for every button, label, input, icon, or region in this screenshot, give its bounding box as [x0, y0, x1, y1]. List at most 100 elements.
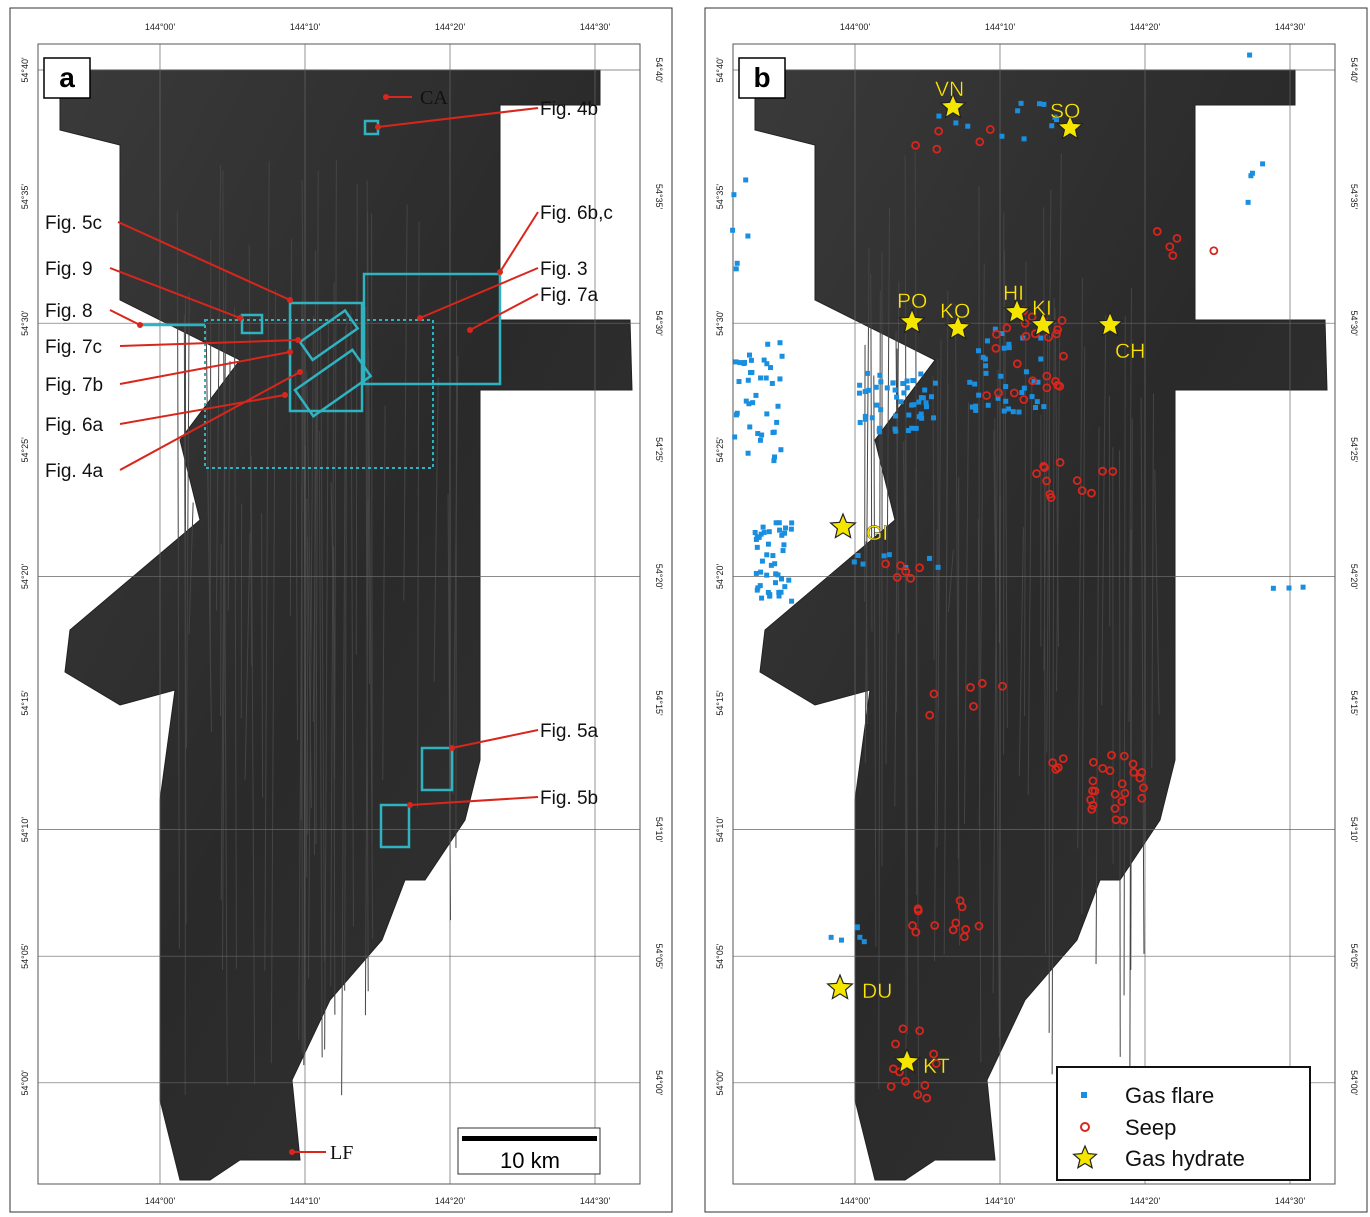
- longitude-label: 144°00': [840, 1196, 871, 1206]
- arrow-head: [295, 337, 301, 343]
- gas-flare: [906, 413, 911, 418]
- gas-flare: [1038, 356, 1043, 361]
- gas-flare: [777, 528, 782, 533]
- longitude-label: 144°30': [1275, 22, 1306, 32]
- annotation: Fig. 5a: [540, 721, 599, 742]
- gas-flare: [874, 403, 879, 408]
- gas-flare: [983, 363, 988, 368]
- annotation: Fig. 6a: [45, 415, 104, 436]
- gas-flare: [789, 527, 794, 532]
- longitude-label: 144°20': [435, 22, 466, 32]
- gas-flare: [1002, 409, 1007, 414]
- gas-flare: [734, 359, 739, 364]
- gas-flare: [905, 379, 910, 384]
- latitude-label: 54°35': [1349, 184, 1359, 210]
- gas-flare: [1037, 101, 1042, 106]
- gas-flare: [931, 415, 936, 420]
- gas-flare: [746, 378, 751, 383]
- figure: 144°00'144°00'144°10'144°10'144°20'144°2…: [0, 0, 1370, 1217]
- gas-flare: [893, 429, 898, 434]
- annotation: Fig. 3: [540, 259, 588, 280]
- gas-flare: [936, 114, 941, 119]
- gas-flare: [742, 360, 747, 365]
- gas-flare: [855, 924, 860, 929]
- latitude-label: 54°25': [654, 437, 664, 463]
- latitude-label: 54°25': [20, 437, 30, 463]
- arrow-head: [417, 315, 423, 321]
- gas-flare: [973, 408, 978, 413]
- gas-flare: [998, 374, 1003, 379]
- gas-flare: [921, 395, 926, 400]
- gas-flare: [753, 393, 758, 398]
- gas-flare: [776, 590, 781, 595]
- gas-flare: [858, 420, 863, 425]
- site-label: DU: [862, 980, 892, 1003]
- latitude-label: 54°00': [1349, 1070, 1359, 1096]
- gas-flare: [754, 571, 759, 576]
- longitude-label: 144°00': [145, 1196, 176, 1206]
- gas-flare: [976, 393, 981, 398]
- gas-flare: [748, 370, 753, 375]
- gas-flare: [777, 376, 782, 381]
- longitude-label: 144°30': [580, 1196, 611, 1206]
- gas-flare: [894, 395, 899, 400]
- annotation: Fig. 7b: [45, 375, 103, 396]
- latitude-label: 54°35': [20, 184, 30, 210]
- gas-flare: [758, 570, 763, 575]
- gas-flare: [878, 379, 883, 384]
- gas-flare: [1019, 390, 1024, 395]
- arrow-head: [497, 269, 503, 275]
- gas-flare: [863, 389, 868, 394]
- latitude-label: 54°10': [1349, 817, 1359, 843]
- gas-flare: [758, 375, 763, 380]
- gas-flare: [881, 553, 886, 558]
- site-label: CH: [1115, 340, 1145, 363]
- gas-flare: [765, 342, 770, 347]
- site-label: SO: [1050, 100, 1080, 123]
- gas-flare: [953, 120, 958, 125]
- arrow-head: [449, 745, 455, 751]
- gas-flare: [1006, 406, 1011, 411]
- gas-flare: [759, 596, 764, 601]
- gas-flare: [910, 378, 915, 383]
- longitude-label: 144°00': [840, 22, 871, 32]
- longitude-label: 144°10': [290, 1196, 321, 1206]
- annotation: LF: [330, 1142, 353, 1164]
- gas-flare: [1022, 386, 1027, 391]
- gas-flare: [775, 404, 780, 409]
- longitude-label: 144°10': [985, 22, 1016, 32]
- latitude-label: 54°40': [654, 57, 664, 83]
- arrow-head: [297, 369, 303, 375]
- gas-flare: [777, 340, 782, 345]
- gas-flare: [890, 381, 895, 386]
- gas-flare: [885, 385, 890, 390]
- gas-flare: [764, 376, 769, 381]
- gas-flare: [766, 542, 771, 547]
- latitude-label: 54°05': [654, 944, 664, 970]
- legend-gas-flare: [1081, 1092, 1087, 1098]
- gas-flare: [909, 403, 914, 408]
- arrow-head: [287, 349, 293, 355]
- gas-flare: [783, 525, 788, 530]
- gas-flare: [857, 391, 862, 396]
- gas-flare: [730, 228, 735, 233]
- gas-flare: [924, 400, 929, 405]
- annotation: Fig. 6b,c: [540, 203, 613, 224]
- gas-flare: [893, 414, 898, 419]
- latitude-label: 54°35': [715, 184, 725, 210]
- site-label: HI: [1003, 282, 1024, 305]
- gas-flare: [762, 358, 767, 363]
- longitude-label: 144°00': [145, 22, 176, 32]
- latitude-label: 54°15': [20, 690, 30, 716]
- legend-label: Seep: [1125, 1115, 1176, 1140]
- gas-flare: [1011, 409, 1016, 414]
- gas-flare: [781, 548, 786, 553]
- latitude-label: 54°15': [715, 690, 725, 716]
- latitude-label: 54°15': [1349, 690, 1359, 716]
- scale-bar: [462, 1136, 597, 1141]
- gas-flare: [774, 420, 779, 425]
- gas-flare: [732, 434, 737, 439]
- gas-flare: [1248, 173, 1253, 178]
- gas-flare: [967, 380, 972, 385]
- annotation: CA: [420, 87, 448, 109]
